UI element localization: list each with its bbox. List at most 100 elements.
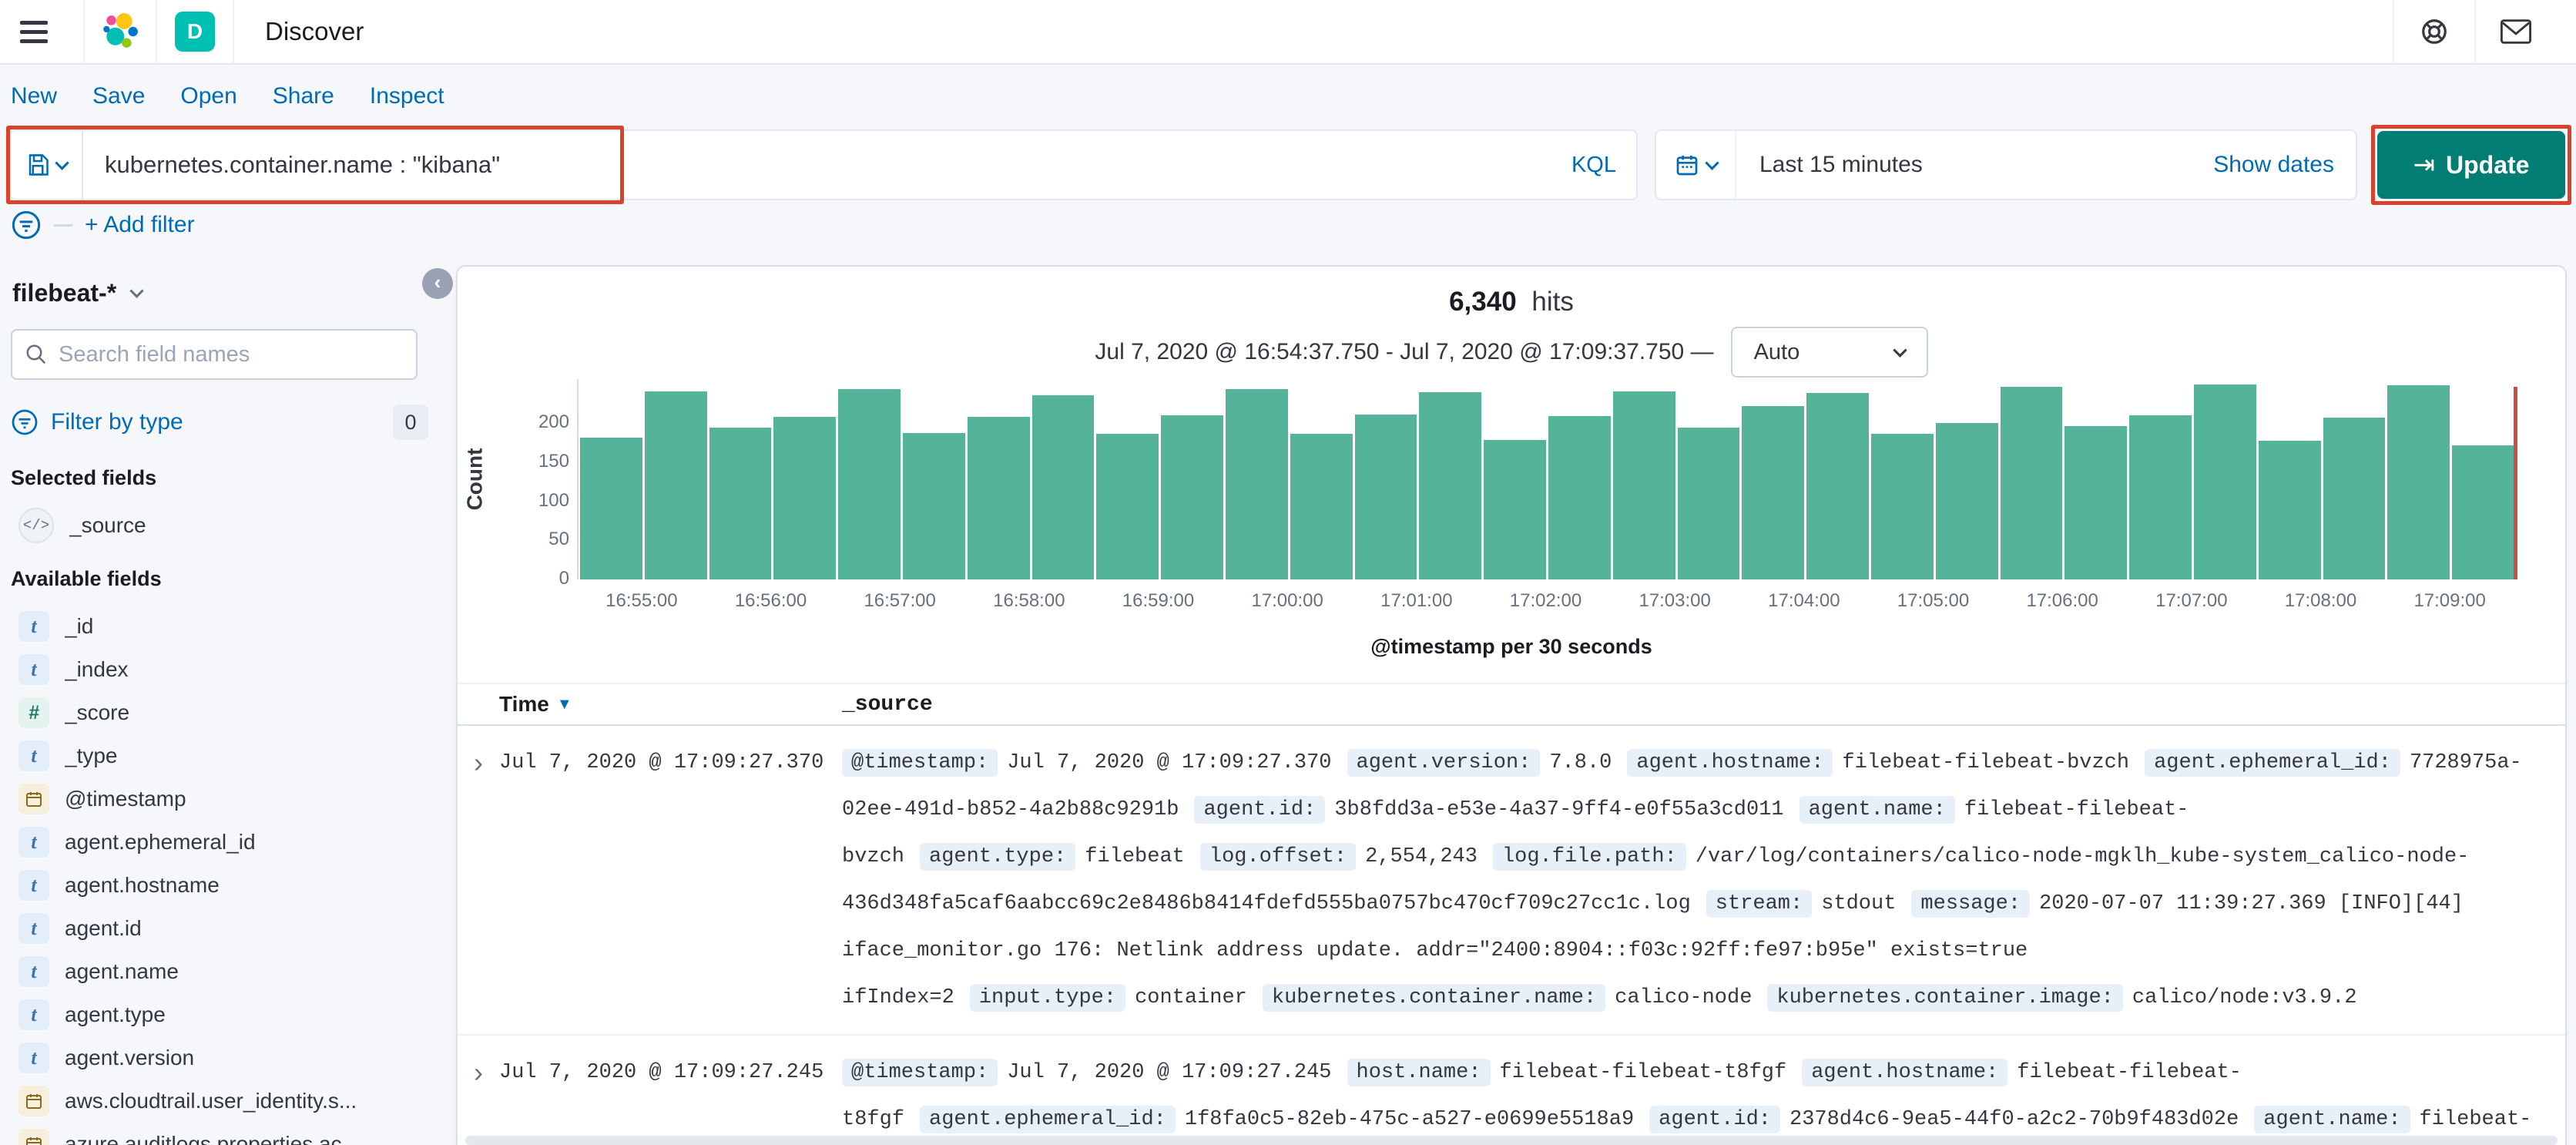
field-value: container <box>1135 986 1247 1009</box>
histogram-bar[interactable] <box>2452 445 2514 579</box>
horizontal-scrollbar[interactable] <box>465 1136 2558 1145</box>
divider <box>233 0 234 64</box>
histogram-bar[interactable] <box>1096 434 1159 579</box>
sidebar-field-agent.name[interactable]: t agent.name <box>11 950 436 993</box>
divider <box>54 223 72 227</box>
histogram-bar[interactable] <box>1484 440 1546 579</box>
save-button[interactable]: Save <box>92 83 146 109</box>
histogram-bar[interactable] <box>1031 395 1095 579</box>
collapse-sidebar-button[interactable]: ‹ <box>422 268 453 299</box>
histogram-bar[interactable] <box>1354 415 1417 579</box>
sidebar-field-agent.hostname[interactable]: t agent.hostname <box>11 864 436 907</box>
histogram-bar[interactable] <box>1612 391 1675 579</box>
field-value: /var/log/containers/calico-node-mgklh_ku… <box>842 845 2470 915</box>
histogram-bar[interactable] <box>1161 415 1223 579</box>
histogram-bar[interactable] <box>1548 416 1611 579</box>
histogram-bar[interactable] <box>967 417 1030 579</box>
sidebar-field-_score[interactable]: # _score <box>11 691 436 734</box>
chart-range-row: Jul 7, 2020 @ 16:54:37.750 - Jul 7, 2020… <box>458 327 2565 378</box>
histogram-bar[interactable] <box>1290 434 1353 579</box>
histogram-bar[interactable] <box>1677 428 1740 579</box>
filter-by-type-button[interactable]: Filter by type <box>51 409 183 435</box>
histogram-bar[interactable] <box>1806 393 1869 579</box>
histogram-bar[interactable] <box>644 391 707 579</box>
calendar-icon <box>1676 156 1697 176</box>
x-tick-label: 17:07:00 <box>2155 590 2228 611</box>
new-button[interactable]: New <box>11 83 58 109</box>
histogram-bar[interactable] <box>2387 385 2450 579</box>
source-field-icon: </> <box>18 508 54 543</box>
field-value: calico/node:v3.9.2 <box>2132 986 2357 1009</box>
interval-select[interactable]: Auto <box>1730 327 1928 378</box>
histogram-bar[interactable] <box>709 428 772 579</box>
table-row: › Jul 7, 2020 @ 17:09:27.245 @timestamp: Ju… <box>458 1036 2565 1145</box>
histogram-bar[interactable] <box>1419 392 1482 579</box>
filter-icon <box>12 210 41 240</box>
histogram-bar[interactable] <box>1870 434 1934 579</box>
histogram-bar[interactable] <box>2193 384 2256 579</box>
save-query-icon <box>29 154 49 176</box>
histogram-bar[interactable] <box>1935 423 1998 579</box>
field-name-pill: kubernetes.container.image: <box>1767 984 2123 1012</box>
help-icon[interactable] <box>2394 17 2474 46</box>
sidebar-field-agent.version[interactable]: t agent.version <box>11 1036 436 1080</box>
histogram-bar[interactable] <box>1225 389 1288 579</box>
sidebar-field-agent.id[interactable]: t agent.id <box>11 907 436 950</box>
histogram-bar[interactable] <box>2323 418 2386 579</box>
share-button[interactable]: Share <box>272 83 334 109</box>
histogram-bar[interactable] <box>2000 387 2063 579</box>
discover-results-panel: 6,340 hits Jul 7, 2020 @ 16:54:37.750 - … <box>456 265 2567 1145</box>
elastic-logo[interactable] <box>85 12 156 51</box>
row-source: @timestamp: Jul 7, 2020 @ 17:09:27.370 age… <box>842 740 2565 1022</box>
row-timestamp: Jul 7, 2020 @ 17:09:27.245 <box>499 1061 824 1084</box>
histogram-bar[interactable] <box>902 433 965 579</box>
field-name-pill: message: <box>1911 890 2031 918</box>
histogram-bar[interactable] <box>1742 406 1805 579</box>
sidebar-field-agent.ephemeral_id[interactable]: t agent.ephemeral_id <box>11 821 436 864</box>
field-label: agent.version <box>65 1046 195 1069</box>
show-dates-button[interactable]: Show dates <box>2213 152 2334 177</box>
saved-query-menu-button[interactable] <box>11 131 83 199</box>
query-bar: KQL <box>9 129 1638 200</box>
time-range-value[interactable]: Last 15 minutes <box>1759 152 1923 177</box>
field-name-pill: stream: <box>1706 890 1813 918</box>
x-tick-label: 16:55:00 <box>605 590 678 611</box>
sidebar-field-_source[interactable]: </> _source <box>11 504 436 547</box>
time-column-header[interactable]: Time ▼ <box>499 692 572 716</box>
page-title: Discover <box>265 17 364 45</box>
inspect-button[interactable]: Inspect <box>369 83 444 109</box>
field-value: filebeat <box>1085 845 1185 868</box>
query-language-button[interactable]: KQL <box>1571 152 1616 177</box>
histogram-bar[interactable] <box>580 438 642 579</box>
histogram-bar[interactable] <box>838 389 901 579</box>
x-tick-label: 17:04:00 <box>1768 590 1840 611</box>
newsfeed-mail-icon[interactable] <box>2476 19 2556 44</box>
histogram-bar[interactable] <box>2064 426 2128 579</box>
histogram-bar[interactable] <box>773 417 837 579</box>
y-axis-ticks: 0 50 100 150 200 <box>488 379 569 589</box>
open-button[interactable]: Open <box>180 83 237 109</box>
expand-row-icon[interactable]: › <box>474 747 483 778</box>
sidebar-field-azure.auditlogs.properties.ac...[interactable]: azure.auditlogs.properties.ac... <box>11 1123 436 1145</box>
hits-count: 6,340 <box>1449 287 1517 317</box>
update-button[interactable]: ⇥ Update <box>2377 131 2565 199</box>
index-pattern-selector[interactable]: filebeat-* <box>12 279 436 307</box>
query-input[interactable] <box>83 151 1571 179</box>
field-value: calico-node <box>1615 986 1753 1009</box>
sidebar-field-aws.cloudtrail.user_identity.s...[interactable]: aws.cloudtrail.user_identity.s... <box>11 1080 436 1123</box>
sort-descending-icon: ▼ <box>556 695 572 713</box>
sidebar-field-_index[interactable]: t _index <box>11 648 436 691</box>
expand-row-icon[interactable]: › <box>474 1056 483 1088</box>
field-name-pill: agent.type: <box>920 843 1076 871</box>
field-search-input[interactable] <box>59 341 404 368</box>
field-name-pill: host.name: <box>1347 1059 1491 1086</box>
histogram-bar[interactable] <box>2258 441 2321 579</box>
sidebar-field-agent.type[interactable]: t agent.type <box>11 993 436 1036</box>
histogram-bar[interactable] <box>2129 415 2192 579</box>
sidebar-field-@timestamp[interactable]: @timestamp <box>11 777 436 821</box>
sidebar-field-_type[interactable]: t _type <box>11 734 436 777</box>
date-quick-select-button[interactable] <box>1656 131 1736 199</box>
menu-hamburger-icon[interactable] <box>20 20 66 43</box>
sidebar-field-_id[interactable]: t _id <box>11 605 436 648</box>
add-filter-button[interactable]: + Add filter <box>85 212 195 237</box>
